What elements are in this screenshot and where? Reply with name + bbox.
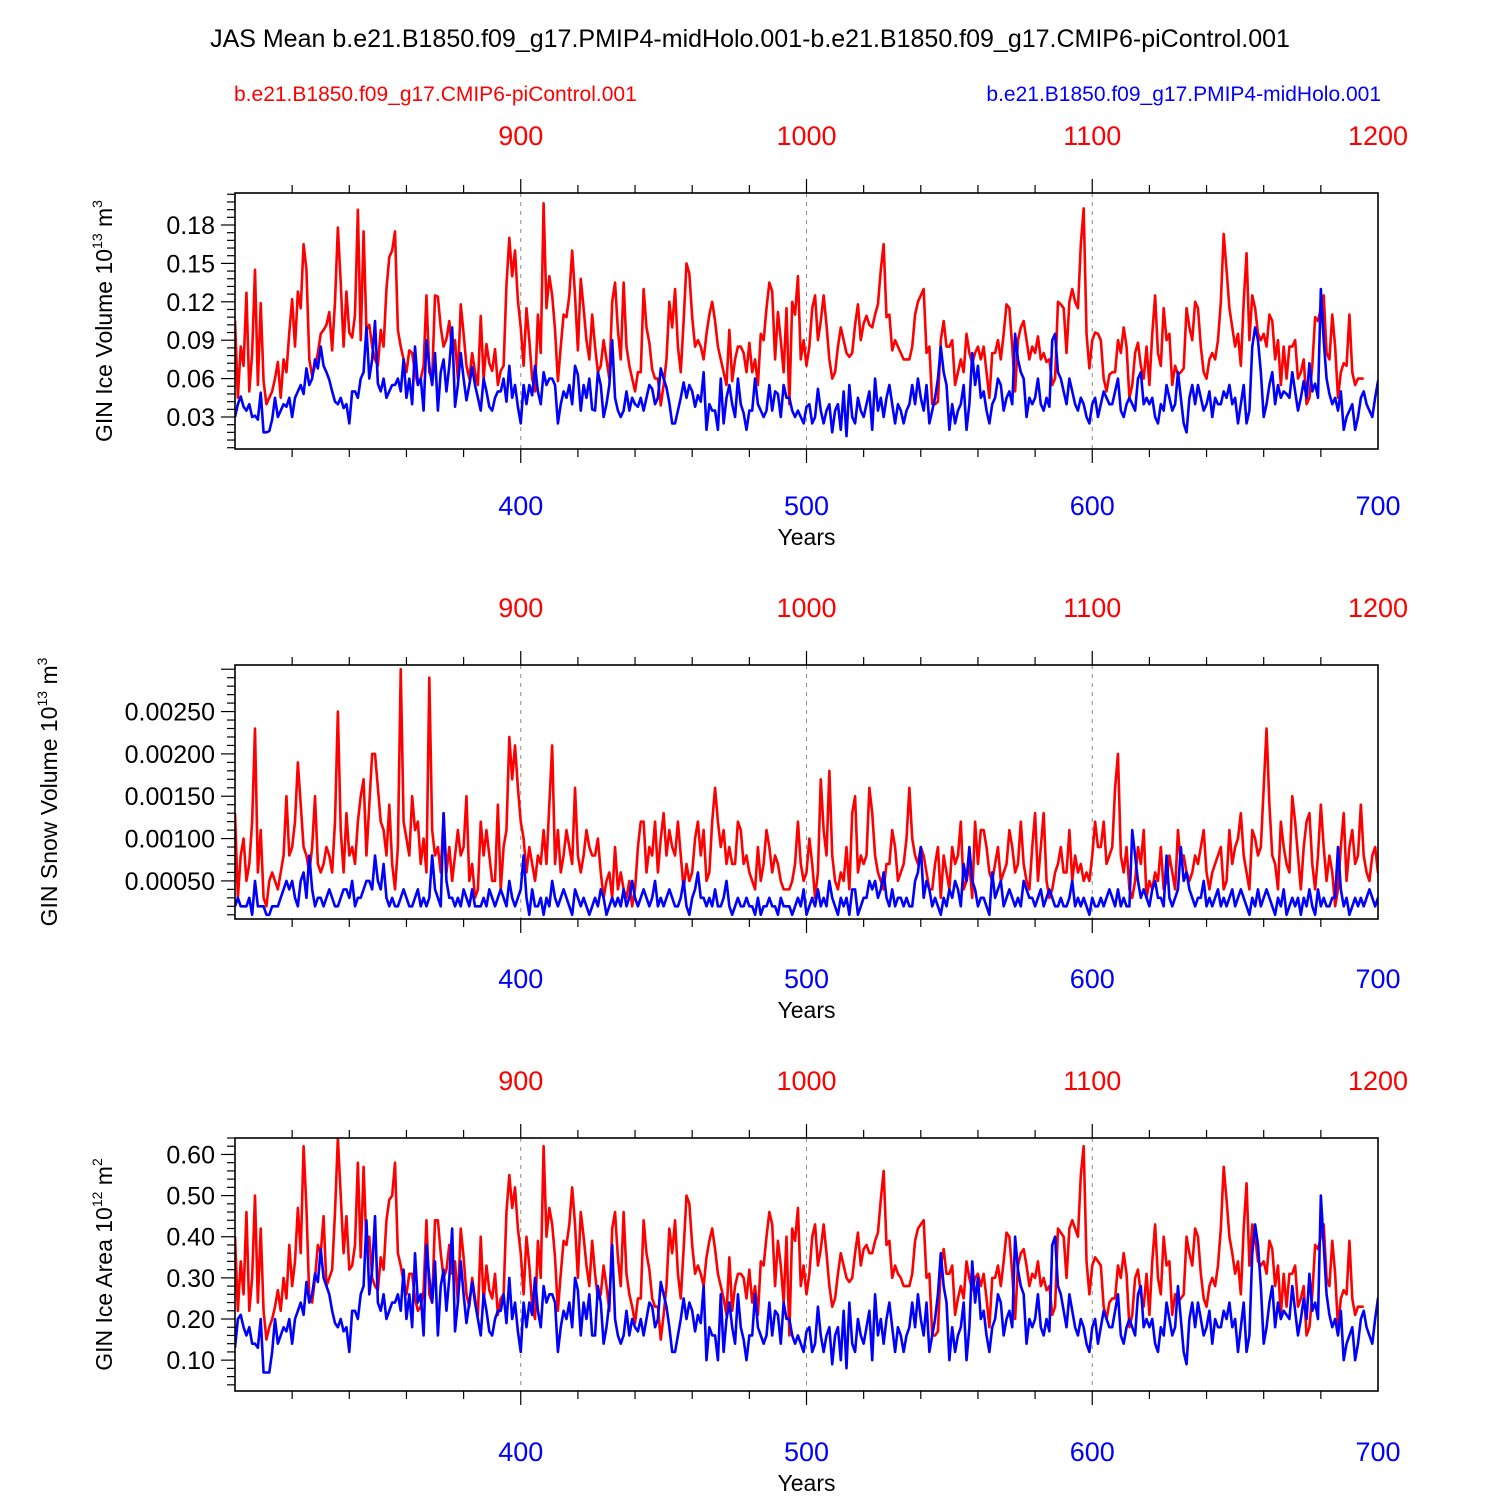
top-x-tick-label: 1000 bbox=[776, 121, 836, 151]
bottom-x-tick-label: 400 bbox=[498, 1437, 543, 1467]
bottom-x-tick-label: 700 bbox=[1355, 491, 1400, 521]
y-tick-label: 0.30 bbox=[166, 1265, 215, 1293]
x-axis-label: Years bbox=[778, 524, 836, 550]
bottom-x-tick-label: 500 bbox=[784, 964, 829, 994]
bottom-x-tick-label: 500 bbox=[784, 491, 829, 521]
y-axis-label-unit-exponent: 2 bbox=[89, 1158, 105, 1166]
series-line-picontrol bbox=[235, 667, 1378, 908]
series-line-midholo bbox=[235, 1194, 1378, 1374]
top-x-tick-label: 1000 bbox=[776, 593, 836, 623]
y-tick-label: 0.15 bbox=[166, 250, 215, 278]
y-axis-label-unit: m bbox=[36, 665, 62, 691]
bottom-x-tick-label: 700 bbox=[1355, 964, 1400, 994]
y-tick-label: 0.40 bbox=[166, 1224, 215, 1252]
y-tick-label: 0.18 bbox=[166, 212, 215, 240]
y-tick-label: 0.50 bbox=[166, 1183, 215, 1211]
y-axis-label-text: GIN Ice Area 10 bbox=[91, 1207, 117, 1371]
y-tick-label: 0.60 bbox=[166, 1141, 215, 1169]
y-axis-label: GIN Snow Volume 1013 m3 bbox=[34, 657, 62, 926]
series-line-midholo bbox=[235, 287, 1378, 438]
y-tick-label: 0.00250 bbox=[125, 699, 215, 727]
chart-panels: 0.03 0.06 0.09 0.12 0.15 0.18 900 1000 1100 1200 4… bbox=[34, 121, 1408, 1496]
panel-1: 0.03 0.06 0.09 0.12 0.15 0.18 900 1000 1100 1200 4… bbox=[89, 121, 1408, 550]
y-tick-label: 0.00050 bbox=[125, 868, 215, 896]
top-x-tick-label: 1100 bbox=[1063, 121, 1121, 151]
y-tick-label: 0.10 bbox=[166, 1347, 215, 1375]
panel-2: 0.00050 0.00100 0.00150 0.00200 0.00250 900 10… bbox=[34, 593, 1408, 1023]
bottom-x-tick-label: 600 bbox=[1070, 1437, 1115, 1467]
series-line-picontrol bbox=[235, 201, 1364, 407]
top-x-tick-label: 1100 bbox=[1063, 1066, 1121, 1096]
y-axis-label-unit-exponent: 3 bbox=[89, 200, 105, 208]
x-axis-label: Years bbox=[778, 997, 836, 1023]
y-axis-label: GIN Ice Volume 1013 m3 bbox=[89, 200, 117, 442]
top-x-tick-label: 900 bbox=[498, 593, 543, 623]
y-axis-label-unit-exponent: 3 bbox=[34, 657, 50, 665]
y-axis-label-unit: m bbox=[91, 1166, 117, 1192]
series-line-picontrol bbox=[235, 1138, 1364, 1341]
series-line-midholo bbox=[235, 811, 1378, 917]
bottom-x-tick-label: 600 bbox=[1070, 491, 1115, 521]
y-tick-label: 0.03 bbox=[166, 404, 215, 432]
x-axis-label: Years bbox=[778, 1470, 836, 1496]
y-tick-label: 0.00200 bbox=[125, 741, 215, 769]
y-axis-label: GIN Ice Area 1012 m2 bbox=[89, 1158, 117, 1371]
y-tick-label: 0.09 bbox=[166, 327, 215, 355]
y-axis-label-exponent: 13 bbox=[34, 691, 50, 707]
y-axis-label-text: GIN Ice Volume 10 bbox=[91, 249, 117, 442]
top-x-tick-label: 1200 bbox=[1348, 1066, 1408, 1096]
legend-control-label: b.e21.B1850.f09_g17.CMIP6-piControl.001 bbox=[234, 83, 637, 106]
chart-title: JAS Mean b.e21.B1850.f09_g17.PMIP4-midHo… bbox=[210, 25, 1290, 53]
top-x-tick-label: 1100 bbox=[1063, 593, 1121, 623]
top-x-tick-label: 900 bbox=[498, 121, 543, 151]
y-tick-label: 0.00100 bbox=[125, 826, 215, 854]
y-tick-label: 0.12 bbox=[166, 289, 215, 317]
y-axis-label-text: GIN Snow Volume 10 bbox=[36, 707, 62, 927]
top-x-tick-label: 900 bbox=[498, 1066, 543, 1096]
bottom-x-tick-label: 400 bbox=[498, 964, 543, 994]
bottom-x-tick-label: 500 bbox=[784, 1437, 829, 1467]
y-axis-label-exponent: 13 bbox=[89, 233, 105, 249]
y-tick-label: 0.06 bbox=[166, 366, 215, 394]
bottom-x-tick-label: 400 bbox=[498, 491, 543, 521]
y-tick-label: 0.20 bbox=[166, 1306, 215, 1334]
y-tick-label: 0.00150 bbox=[125, 783, 215, 811]
top-x-tick-label: 1000 bbox=[776, 1066, 836, 1096]
panel-3: 0.10 0.20 0.30 0.40 0.50 0.60 900 1000 1100 1200 4… bbox=[89, 1066, 1408, 1496]
y-axis-label-exponent: 12 bbox=[89, 1191, 105, 1207]
bottom-x-tick-label: 700 bbox=[1355, 1437, 1400, 1467]
top-x-tick-label: 1200 bbox=[1348, 121, 1408, 151]
y-axis-label-unit: m bbox=[91, 208, 117, 234]
top-x-tick-label: 1200 bbox=[1348, 593, 1408, 623]
bottom-x-tick-label: 600 bbox=[1070, 964, 1115, 994]
legend-midholo-label: b.e21.B1850.f09_g17.PMIP4-midHolo.001 bbox=[986, 83, 1381, 106]
